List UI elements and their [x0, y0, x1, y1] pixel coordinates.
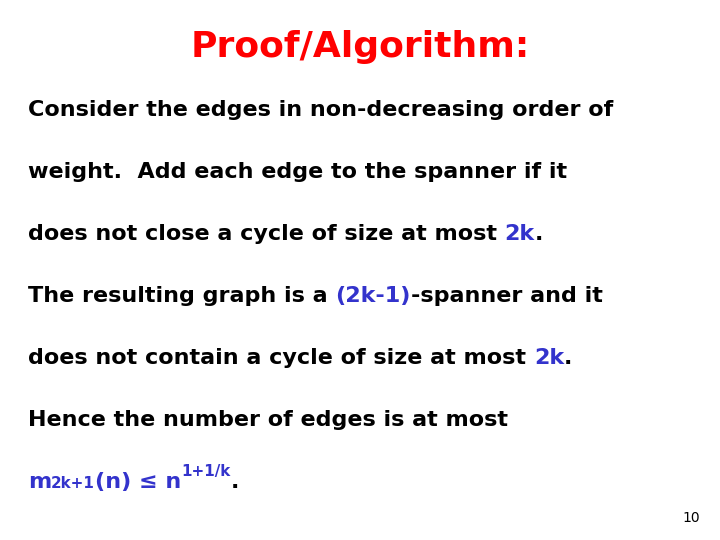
- Text: 10: 10: [683, 511, 700, 525]
- Text: Consider the edges in non-decreasing order of: Consider the edges in non-decreasing ord…: [28, 100, 613, 120]
- Text: .: .: [535, 224, 544, 244]
- Text: -spanner and it: -spanner and it: [410, 286, 603, 306]
- Text: m: m: [28, 472, 51, 492]
- Text: 2k+1: 2k+1: [51, 476, 95, 491]
- Text: Hence the number of edges is at most: Hence the number of edges is at most: [28, 410, 508, 430]
- Text: Proof/Algorithm:: Proof/Algorithm:: [190, 30, 530, 64]
- Text: The resulting graph is a: The resulting graph is a: [28, 286, 336, 306]
- Text: does not close a cycle of size at most: does not close a cycle of size at most: [28, 224, 505, 244]
- Text: 1+1/k: 1+1/k: [181, 464, 230, 479]
- Text: (2k-1): (2k-1): [336, 286, 410, 306]
- Text: .: .: [230, 472, 239, 492]
- Text: weight.  Add each edge to the spanner if it: weight. Add each edge to the spanner if …: [28, 162, 567, 182]
- Text: .: .: [564, 348, 572, 368]
- Text: does not contain a cycle of size at most: does not contain a cycle of size at most: [28, 348, 534, 368]
- Text: (n) ≤ n: (n) ≤ n: [95, 472, 181, 492]
- Text: 2k: 2k: [505, 224, 535, 244]
- Text: 2k: 2k: [534, 348, 564, 368]
